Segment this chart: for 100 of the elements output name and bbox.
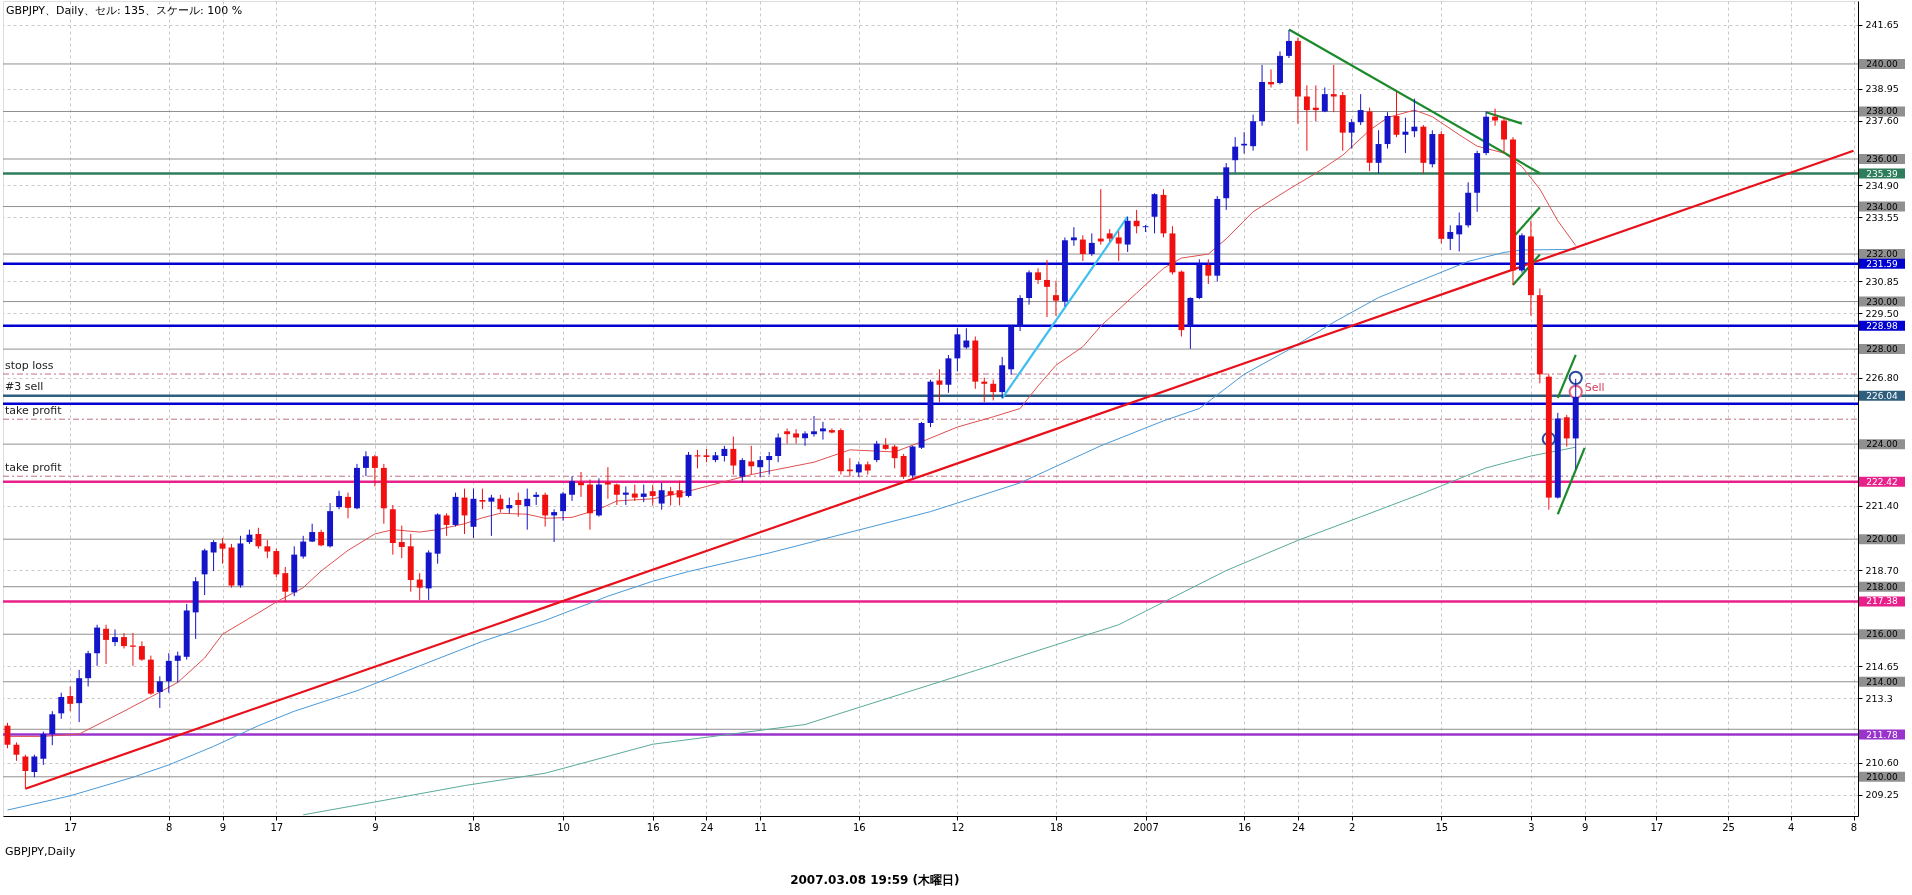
candlestick — [336, 490, 343, 510]
candlestick — [766, 451, 773, 476]
y-tick-label: 241.65 — [1865, 19, 1899, 31]
candlestick — [667, 486, 674, 506]
candlestick — [255, 527, 262, 550]
candlestick — [1447, 224, 1454, 251]
y-tick-label: 237.60 — [1865, 115, 1899, 127]
candlestick — [1501, 117, 1507, 154]
candlestick — [31, 754, 38, 778]
line-series — [6, 248, 1577, 811]
candlestick — [784, 427, 791, 445]
x-tick-label: 16 — [1238, 821, 1252, 833]
y-tick-label: 218.70 — [1865, 564, 1899, 576]
y-tick-label: 229.50 — [1865, 307, 1899, 319]
candlestick — [443, 512, 450, 537]
candlestick — [201, 548, 208, 596]
x-tick-label: 17 — [1650, 821, 1664, 833]
candlestick — [1330, 64, 1337, 113]
candlestick — [1456, 211, 1463, 252]
ref-line-label: 216.00 — [1866, 629, 1899, 640]
y-tick-label: 233.55 — [1865, 211, 1899, 223]
candlestick — [58, 692, 65, 720]
candlestick — [156, 675, 163, 709]
candlestick — [1357, 93, 1364, 126]
ref-line-label: 238.00 — [1866, 106, 1899, 117]
candlestick — [1205, 258, 1212, 285]
candlestick — [1375, 129, 1382, 174]
text: 2007.03.08 19:59 (木曜日) — [790, 873, 960, 887]
candlestick — [990, 379, 997, 401]
candlestick — [649, 484, 656, 506]
candlestick — [515, 492, 522, 518]
candlestick — [1563, 414, 1570, 448]
candlestick — [981, 377, 988, 403]
candlestick — [873, 440, 880, 463]
x-tick-label: 8 — [166, 821, 173, 833]
ref-line-label: 222.42 — [1866, 476, 1898, 487]
x-tick-label: 16 — [646, 821, 660, 833]
candlestick — [371, 454, 378, 487]
ref-line-label: 232.00 — [1866, 249, 1899, 260]
candlestick — [174, 651, 181, 683]
candlestick — [103, 624, 110, 665]
x-tick-label: 4 — [1788, 821, 1795, 833]
ref-line-label: 218.00 — [1866, 581, 1899, 592]
candlestick — [210, 539, 217, 572]
candlestick — [1232, 136, 1239, 174]
x-tick-label: 9 — [372, 821, 379, 833]
candlestick — [569, 475, 575, 502]
candlestick — [129, 632, 136, 667]
x-tick-label: 25 — [1722, 821, 1735, 833]
ref-line-label: 211.78 — [1866, 729, 1899, 740]
ref-line-label: 210.00 — [1866, 771, 1899, 782]
ref-line-label: 236.00 — [1866, 154, 1899, 165]
y-tick-label: 230.85 — [1865, 275, 1899, 287]
y-tick-label: 234.90 — [1865, 179, 1899, 191]
x-tick-label: 3 — [1528, 821, 1535, 833]
ref-line-label: 214.00 — [1866, 676, 1899, 687]
candlestick — [739, 457, 746, 483]
candlestick — [273, 548, 280, 578]
x-tick-label: 15 — [1435, 821, 1449, 833]
ref-line-label: 224.00 — [1866, 439, 1899, 450]
annotation: Sell — [1584, 380, 1605, 394]
ref-line-label: 234.00 — [1866, 201, 1899, 212]
x-tick-label: 9 — [1581, 821, 1589, 833]
candlestick — [1053, 280, 1059, 317]
ref-line-label: 217.38 — [1866, 596, 1899, 607]
candlestick — [138, 640, 145, 662]
ref-line-label: 231.59 — [1866, 258, 1899, 269]
candlestick — [479, 488, 486, 510]
x-tick-label: 2 — [1349, 821, 1356, 833]
x-tick-label: 17 — [270, 821, 284, 833]
candlestick — [1079, 234, 1086, 262]
candlestick — [345, 492, 351, 519]
candlestick — [13, 741, 20, 762]
text: GBPJPY,Daily — [5, 845, 76, 858]
candlestick — [362, 450, 369, 477]
candlestick — [578, 471, 584, 498]
candlestick — [560, 491, 567, 522]
candlestick — [676, 480, 683, 506]
candlestick — [1492, 108, 1499, 127]
y-tick-label: 214.65 — [1865, 660, 1899, 672]
candlestick — [1133, 209, 1140, 234]
x-tick-label: 16 — [852, 821, 866, 833]
candlestick — [1348, 118, 1355, 150]
candlestick — [1088, 232, 1095, 257]
candlestick — [900, 453, 907, 480]
candlestick — [1035, 267, 1041, 285]
line-series — [302, 446, 1577, 816]
candlestick — [1124, 216, 1131, 253]
candlestick — [488, 494, 495, 537]
x-tick-label: 2007 — [1133, 821, 1159, 833]
candlestick — [165, 652, 172, 694]
y-tick-label: 209.25 — [1865, 789, 1899, 801]
candlestick — [730, 436, 737, 476]
candlestick — [416, 572, 423, 601]
candlestick — [802, 430, 808, 447]
candlestick — [67, 686, 74, 712]
candlestick — [112, 628, 118, 647]
candlestick — [282, 566, 289, 603]
ref-line-label: 235.39 — [1866, 168, 1899, 179]
candlestick — [219, 537, 226, 565]
